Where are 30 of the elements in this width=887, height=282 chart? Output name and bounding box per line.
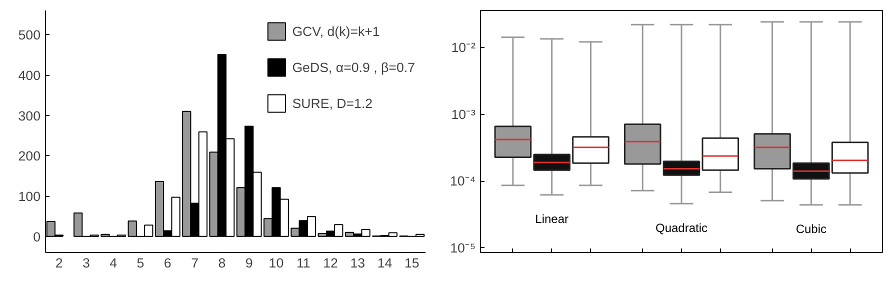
category-label: Cubic [796, 222, 827, 236]
y-tick-label: 100 [18, 189, 41, 204]
x-tick-label: 14 [377, 256, 393, 270]
x-tick-label: 2 [55, 256, 63, 270]
x-tick-label: 9 [245, 256, 253, 270]
y-tick-label: 10⁻⁴ [450, 174, 476, 189]
x-tick-label: 8 [218, 256, 226, 270]
y-tick-label: 10⁻³ [451, 106, 476, 122]
x-tick-label: 5 [136, 256, 144, 270]
legend-label: SURE, D=1.2 [292, 96, 373, 110]
y-tick-label: 500 [18, 28, 41, 43]
x-tick-label: 3 [82, 256, 90, 270]
x-tick-label: 7 [191, 256, 198, 270]
y-tick-label: 10⁻² [451, 40, 476, 56]
y-tick-label: 0 [33, 229, 41, 244]
x-tick-label: 12 [323, 256, 338, 270]
category-label: Quadratic [655, 220, 708, 235]
x-tick-label: 13 [350, 256, 366, 270]
x-tick-label: 4 [110, 256, 118, 270]
x-tick-label: 10 [268, 256, 284, 270]
x-tick-label: 11 [296, 256, 310, 270]
y-tick-label: 400 [18, 68, 41, 84]
legend-label: GCV, d(k)=k+1 [292, 24, 380, 38]
y-tick-label: 300 [18, 108, 41, 124]
legend-label: GeDS, α=0.9 , β=0.7 [292, 60, 415, 74]
x-tick-label: 15 [404, 256, 420, 270]
y-tick-label: 10⁻⁵ [450, 240, 476, 256]
x-tick-label: 6 [164, 256, 172, 270]
y-tick-label: 200 [18, 148, 41, 164]
category-label: Linear [535, 212, 569, 226]
